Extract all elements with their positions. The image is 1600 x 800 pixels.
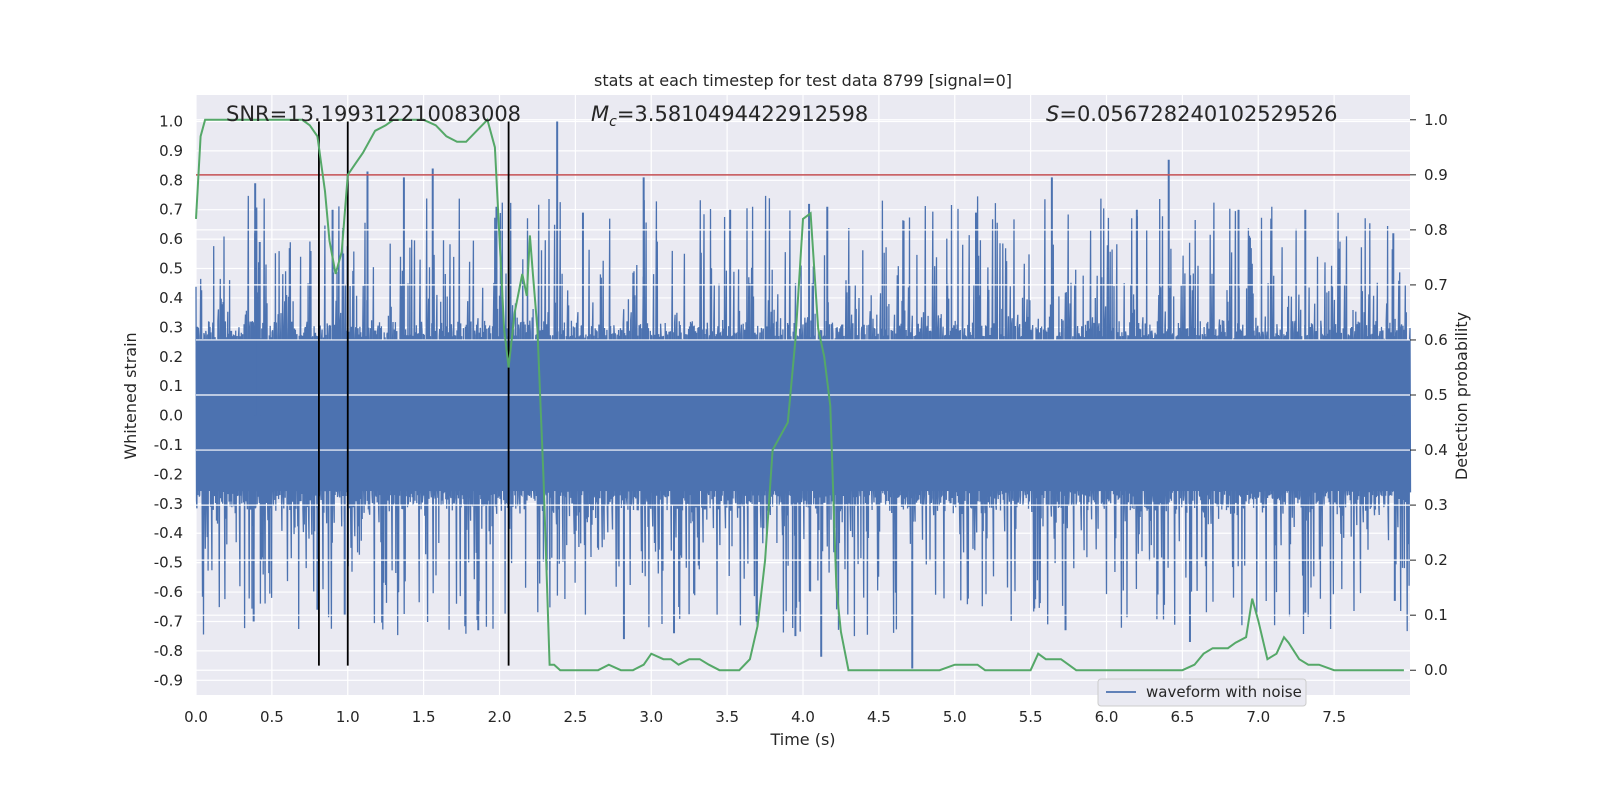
y-tick-label: -0.5 xyxy=(154,554,183,572)
overlays xyxy=(195,117,1410,672)
x-tick-label: 0.5 xyxy=(260,708,284,726)
x-tick-label: 7.0 xyxy=(1246,708,1270,726)
x-tick-label: 1.5 xyxy=(412,708,436,726)
y-right-tick-label: 0.0 xyxy=(1424,661,1448,679)
y-tick-label: -0.2 xyxy=(154,465,183,483)
x-tick-label: 3.5 xyxy=(715,708,739,726)
x-axis-title: Time (s) xyxy=(769,730,835,749)
y-tick-label: -0.6 xyxy=(154,583,183,601)
detection-probability-line xyxy=(195,117,1404,672)
y-tick-label: 0.8 xyxy=(159,171,183,189)
y-tick-label: 0.9 xyxy=(159,142,183,160)
snr-annotation: SNR=13.199312210083008 xyxy=(226,102,521,126)
y-tick-label: -0.4 xyxy=(154,524,183,542)
y-tick-label: 0.0 xyxy=(159,407,183,425)
legend-box xyxy=(1097,678,1307,707)
legend-label: waveform with noise xyxy=(1146,683,1302,701)
x-tick-label: 4.0 xyxy=(791,708,815,726)
y-tick-label: 0.2 xyxy=(159,348,183,366)
y-right-tick-label: 0.3 xyxy=(1424,496,1448,514)
y-right-tick-label: 0.2 xyxy=(1424,551,1448,569)
waveform-series xyxy=(195,121,1412,669)
y-tick-label: 0.1 xyxy=(159,377,183,395)
chirp-mass-subscript: c xyxy=(609,114,617,130)
legend: waveform with noise xyxy=(1097,678,1307,707)
x-tick-label: 2.0 xyxy=(488,708,512,726)
x-tick-label: 6.5 xyxy=(1170,708,1194,726)
y-right-tick-label: 0.9 xyxy=(1424,166,1448,184)
x-tick-label: 3.0 xyxy=(639,708,663,726)
y-axis-right-title: Detection probability xyxy=(1452,312,1471,480)
chirp-mass-value: =3.5810494422912598 xyxy=(617,102,868,126)
x-tick-label: 7.5 xyxy=(1322,708,1346,726)
y-right-tick-label: 0.4 xyxy=(1424,441,1448,459)
chart-title: stats at each timestep for test data 879… xyxy=(594,71,1012,90)
waveform-core xyxy=(196,340,1410,492)
s-value: =0.056728240102529526 xyxy=(1059,102,1337,126)
y-axis-title: Whitened strain xyxy=(121,332,140,459)
y-right-tick-label: 0.7 xyxy=(1424,276,1448,294)
y-tick-label: -0.7 xyxy=(154,612,183,630)
y-tick-label: -0.1 xyxy=(154,436,183,454)
x-tick-label: 6.0 xyxy=(1095,708,1119,726)
ticks: 0.0 0.5 1.0 1.5 2.0 2.5 3.0 3.5 4.0 4.5 5.0 5.5 6.0 6… xyxy=(154,111,1448,726)
x-tick-label: 1.0 xyxy=(336,708,360,726)
x-tick-label: 0.0 xyxy=(184,708,208,726)
y-tick-label: -0.3 xyxy=(154,495,183,513)
y-tick-label: 0.5 xyxy=(159,260,183,278)
y-right-tick-label: 1.0 xyxy=(1424,111,1448,129)
chirp-mass-annotation: Mc=3.5810494422912598 xyxy=(591,102,868,130)
s-symbol: S xyxy=(1046,102,1059,126)
s-annotation: S=0.056728240102529526 xyxy=(1046,102,1337,126)
y-tick-label: 0.3 xyxy=(159,318,183,336)
x-tick-label: 5.0 xyxy=(943,708,967,726)
y-right-tick-label: 0.6 xyxy=(1424,331,1448,349)
y-tick-label: 0.7 xyxy=(159,201,183,219)
x-tick-label: 5.5 xyxy=(1019,708,1043,726)
y-right-tick-label: 0.1 xyxy=(1424,606,1448,624)
chirp-mass-symbol: M xyxy=(591,102,609,126)
y-right-tick-label: 0.5 xyxy=(1424,386,1448,404)
x-tick-label: 4.5 xyxy=(867,708,891,726)
y-tick-label: 1.0 xyxy=(159,112,183,130)
y-tick-label: 0.6 xyxy=(159,230,183,248)
y-tick-label: -0.9 xyxy=(154,671,183,689)
x-tick-label: 2.5 xyxy=(563,708,587,726)
y-right-tick-label: 0.8 xyxy=(1424,221,1448,239)
y-tick-label: 0.4 xyxy=(159,289,183,307)
y-tick-label: -0.8 xyxy=(154,642,183,660)
